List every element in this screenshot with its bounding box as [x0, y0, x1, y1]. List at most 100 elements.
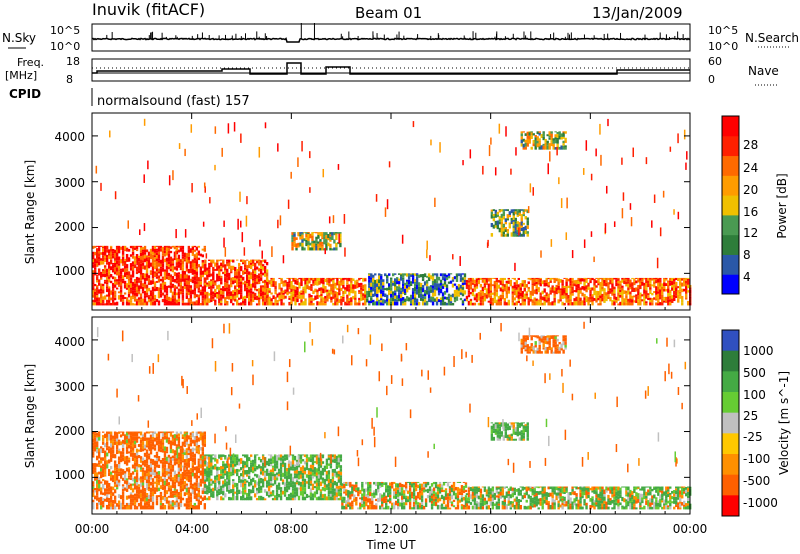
data-cell	[511, 302, 514, 306]
data-cell	[538, 142, 541, 147]
data-cell	[123, 297, 127, 299]
data-cell	[195, 259, 199, 262]
data-cell	[671, 281, 674, 286]
data-cell	[226, 283, 229, 288]
data-cell	[520, 143, 523, 147]
data-cell	[507, 303, 511, 306]
data-cell	[581, 278, 584, 282]
data-cell	[139, 274, 143, 278]
data-cell	[212, 284, 215, 287]
data-cell	[230, 277, 233, 283]
data-cell	[155, 433, 159, 437]
data-cell	[318, 294, 321, 298]
data-cell	[131, 477, 135, 482]
data-cell	[230, 282, 233, 285]
data-cell	[161, 298, 165, 303]
data-cell	[93, 245, 97, 248]
data-cell	[499, 301, 503, 306]
data-cell	[218, 284, 221, 288]
data-cell	[232, 303, 235, 306]
data-cell	[310, 297, 313, 301]
data-cell	[143, 498, 147, 503]
power-cbtick: 8	[743, 248, 751, 262]
data-cell	[95, 497, 99, 501]
data-cell	[548, 132, 551, 136]
data-cell	[220, 294, 223, 297]
data-cell	[117, 504, 121, 508]
data-cell	[141, 505, 145, 510]
data-cell	[309, 458, 313, 463]
data-cell	[673, 278, 676, 282]
data-cell	[95, 455, 99, 461]
data-cell	[380, 282, 383, 286]
data-cell	[199, 253, 203, 257]
data-cell	[324, 303, 327, 306]
data-cell	[193, 274, 197, 277]
data-cell	[238, 461, 241, 466]
power-ylabel: Slant Range [km]	[23, 160, 37, 264]
data-cell	[267, 458, 271, 463]
data-cell	[247, 466, 251, 471]
data-cell	[161, 483, 165, 485]
data-cell	[399, 287, 403, 291]
data-cell	[597, 283, 600, 286]
data-cell	[627, 278, 630, 282]
data-cell	[487, 300, 491, 303]
data-cell	[517, 277, 520, 280]
data-cell	[92, 481, 95, 485]
data-cell	[193, 487, 197, 492]
data-cell	[547, 301, 550, 306]
data-cell	[163, 497, 167, 502]
data-cell	[319, 247, 322, 251]
data-cell	[501, 289, 505, 293]
data-cell	[526, 220, 529, 226]
data-cell	[305, 458, 309, 463]
data-cell	[241, 476, 245, 480]
data-cell	[141, 496, 145, 502]
data-cell	[117, 464, 121, 469]
data-cell	[131, 450, 135, 453]
data-cell	[335, 455, 339, 460]
data-cell	[297, 475, 301, 480]
data-cell	[518, 226, 521, 229]
data-cell	[245, 259, 249, 261]
data-cell	[489, 290, 493, 293]
data-cell	[199, 436, 203, 441]
data-cell	[645, 277, 648, 280]
data-cell	[234, 280, 237, 284]
data-cell	[505, 302, 509, 306]
data-cell	[153, 469, 157, 473]
data-cell	[125, 268, 129, 272]
data-cell	[493, 295, 497, 300]
data-cell	[309, 187, 311, 193]
data-cell	[169, 432, 173, 437]
data-cell	[203, 463, 207, 467]
data-cell	[197, 431, 201, 434]
data-cell	[161, 285, 165, 290]
data-cell	[338, 288, 341, 293]
data-cell	[99, 245, 103, 247]
data-cell	[368, 292, 371, 298]
data-cell	[287, 481, 291, 486]
data-cell	[355, 490, 358, 493]
data-cell	[575, 301, 578, 306]
data-cell	[117, 278, 121, 282]
data-cell	[339, 233, 342, 238]
data-cell	[212, 291, 215, 295]
data-cell	[507, 280, 511, 284]
data-cell	[633, 295, 636, 298]
data-cell	[97, 462, 101, 465]
data-cell	[334, 297, 337, 302]
data-cell	[686, 151, 688, 160]
data-cell	[127, 482, 131, 485]
data-cell	[230, 259, 233, 262]
data-cell	[95, 490, 99, 493]
data-cell	[368, 275, 371, 280]
data-cell	[185, 485, 189, 488]
data-cell	[673, 284, 676, 288]
data-cell	[511, 293, 514, 296]
data-cell	[382, 279, 385, 282]
data-cell	[554, 131, 557, 133]
data-cell	[125, 297, 129, 300]
data-cell	[526, 142, 529, 147]
